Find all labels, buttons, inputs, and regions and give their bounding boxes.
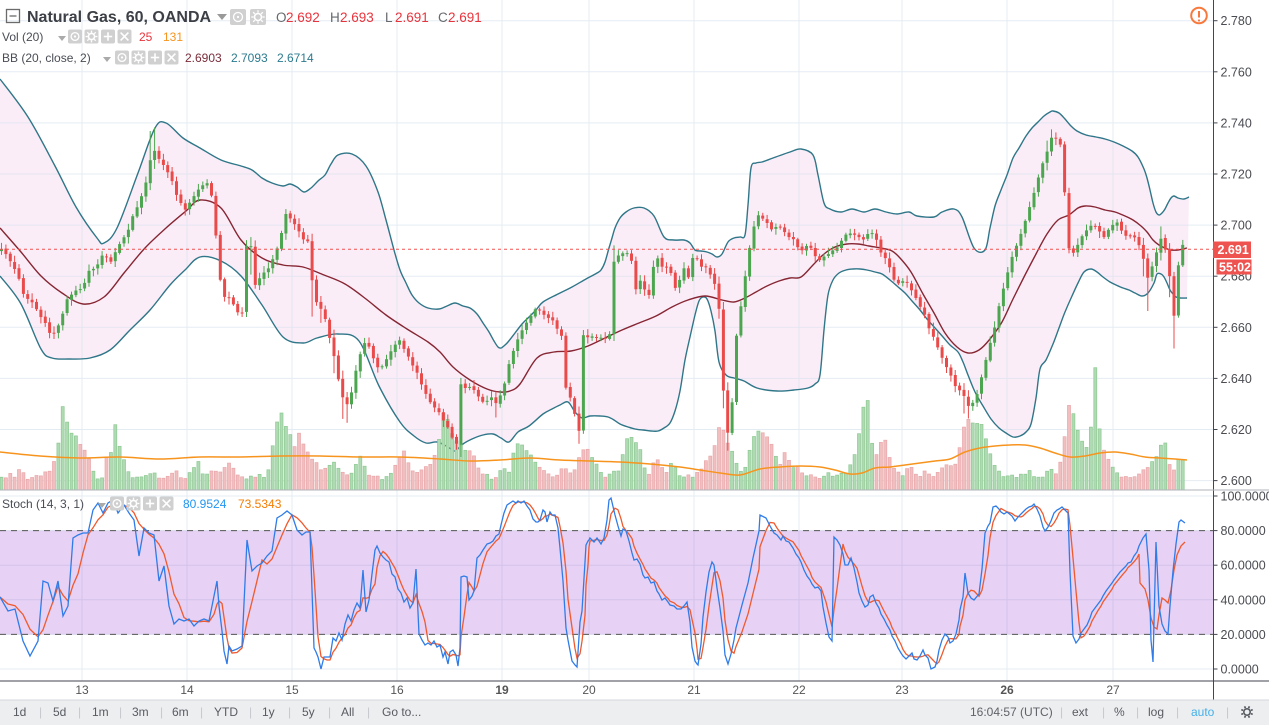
svg-text:13: 13: [75, 683, 89, 697]
svg-text:auto: auto: [1191, 705, 1215, 719]
svg-text:Go to...: Go to...: [382, 705, 421, 719]
svg-text:2.691: 2.691: [1218, 243, 1249, 257]
svg-text:|: |: [1136, 705, 1139, 719]
svg-text:|: |: [1102, 705, 1105, 719]
svg-text:O: O: [276, 10, 287, 25]
svg-text:23: 23: [895, 683, 909, 697]
svg-text:C: C: [438, 10, 448, 25]
svg-text:|: |: [39, 705, 42, 719]
svg-text:73.5343: 73.5343: [238, 497, 282, 511]
svg-text:2.691: 2.691: [448, 10, 482, 25]
svg-text:16:04:57 (UTC): 16:04:57 (UTC): [970, 705, 1053, 719]
svg-text:1y: 1y: [262, 705, 275, 719]
svg-text:2.693: 2.693: [340, 10, 374, 25]
svg-text:20.0000: 20.0000: [1221, 628, 1266, 642]
svg-text:2.740: 2.740: [1221, 116, 1252, 130]
svg-text:log: log: [1148, 705, 1164, 719]
svg-text:2.6903: 2.6903: [185, 51, 222, 65]
svg-text:2.720: 2.720: [1221, 168, 1252, 182]
svg-text:80.0000: 80.0000: [1221, 524, 1266, 538]
svg-text:Vol (20): Vol (20): [2, 30, 43, 44]
svg-text:All: All: [341, 705, 354, 719]
svg-text:2.760: 2.760: [1221, 65, 1252, 79]
svg-text:|: |: [160, 705, 163, 719]
svg-text:YTD: YTD: [214, 705, 238, 719]
svg-text:2.620: 2.620: [1221, 423, 1252, 437]
svg-text:19: 19: [495, 683, 509, 697]
svg-text:|: |: [328, 705, 331, 719]
svg-text:BB (20, close, 2): BB (20, close, 2): [2, 51, 91, 65]
svg-text:80.9524: 80.9524: [183, 497, 227, 511]
svg-text:2.691: 2.691: [395, 10, 429, 25]
svg-text:|: |: [78, 705, 81, 719]
svg-text:2.7093: 2.7093: [231, 51, 268, 65]
svg-text:16: 16: [390, 683, 404, 697]
svg-text:1m: 1m: [92, 705, 109, 719]
svg-text:|: |: [1176, 705, 1179, 719]
svg-text:1d: 1d: [13, 705, 26, 719]
svg-text:131: 131: [163, 30, 183, 44]
svg-text:2.6714: 2.6714: [277, 51, 314, 65]
svg-text:|: |: [249, 705, 252, 719]
svg-text:6m: 6m: [172, 705, 189, 719]
svg-text:100.0000: 100.0000: [1221, 490, 1269, 504]
svg-text:|: |: [367, 705, 370, 719]
svg-text:|: |: [119, 705, 122, 719]
svg-text:27: 27: [1106, 683, 1120, 697]
svg-text:|: |: [1226, 705, 1229, 719]
svg-text:2.640: 2.640: [1221, 372, 1252, 386]
svg-text:H: H: [330, 10, 340, 25]
svg-text:|: |: [288, 705, 291, 719]
svg-text:55:02: 55:02: [1219, 261, 1251, 275]
svg-text:21: 21: [687, 683, 701, 697]
svg-text:40.0000: 40.0000: [1221, 593, 1266, 607]
svg-text:2.600: 2.600: [1221, 474, 1252, 488]
svg-text:2.780: 2.780: [1221, 14, 1252, 28]
svg-text:|: |: [200, 705, 203, 719]
svg-text:2.692: 2.692: [286, 10, 320, 25]
svg-text:20: 20: [582, 683, 596, 697]
svg-text:3m: 3m: [132, 705, 149, 719]
svg-text:L: L: [385, 10, 393, 25]
svg-text:2.660: 2.660: [1221, 321, 1252, 335]
svg-text:14: 14: [180, 683, 194, 697]
svg-text:Natural Gas, 60, OANDA: Natural Gas, 60, OANDA: [27, 9, 212, 26]
svg-text:2.700: 2.700: [1221, 219, 1252, 233]
svg-text:ext: ext: [1072, 705, 1089, 719]
svg-text:22: 22: [792, 683, 806, 697]
svg-text:26: 26: [1000, 683, 1014, 697]
svg-text:5y: 5y: [302, 705, 315, 719]
svg-text:15: 15: [285, 683, 299, 697]
svg-text:%: %: [1114, 705, 1125, 719]
svg-text:0.0000: 0.0000: [1221, 663, 1259, 677]
svg-text:Stoch (14, 3, 1): Stoch (14, 3, 1): [2, 497, 84, 511]
svg-text:25: 25: [139, 30, 153, 44]
svg-text:5d: 5d: [53, 705, 66, 719]
svg-text:60.0000: 60.0000: [1221, 559, 1266, 573]
svg-text:|: |: [1060, 705, 1063, 719]
